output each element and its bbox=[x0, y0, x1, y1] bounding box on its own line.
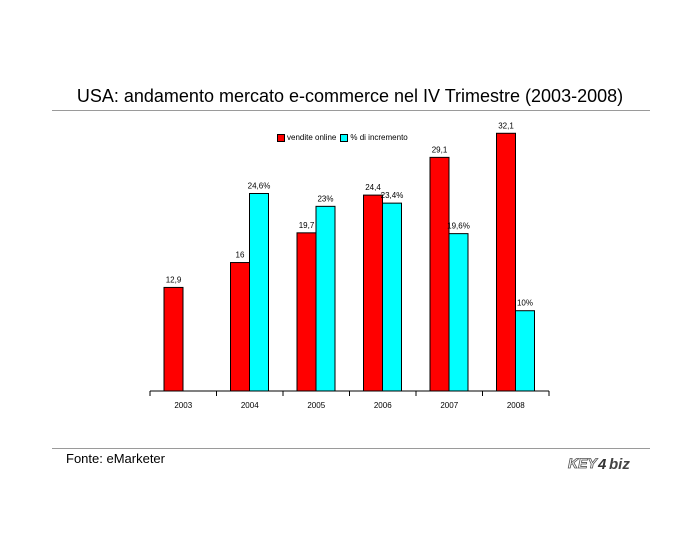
bar-vendite-2006 bbox=[363, 194, 383, 392]
data-label-vendite-2006: 24,4 bbox=[365, 183, 381, 192]
legend-item-incremento: % di incremento bbox=[340, 133, 408, 142]
key4biz-logo: KEY 4 biz bbox=[568, 455, 631, 473]
data-label-vendite-2008: 32,1 bbox=[498, 121, 514, 130]
x-tick-label-2005: 2005 bbox=[307, 401, 325, 410]
data-label-incremento-2005: 23% bbox=[317, 194, 333, 203]
legend-label-incremento: % di incremento bbox=[350, 133, 408, 142]
source-note: Fonte: eMarketer bbox=[66, 451, 165, 466]
bar-vendite-2003 bbox=[163, 286, 184, 392]
svg-text:biz: biz bbox=[609, 456, 630, 473]
title-divider bbox=[52, 110, 650, 111]
bar-vendite-2005 bbox=[296, 232, 317, 392]
bar-incremento-2007 bbox=[448, 233, 469, 392]
bar-incremento-2008 bbox=[515, 310, 535, 392]
data-label-vendite-2003: 12,9 bbox=[166, 275, 182, 284]
data-label-incremento-2007: 19,6% bbox=[447, 222, 470, 231]
bar-vendite-2004 bbox=[230, 262, 250, 392]
footer-divider bbox=[52, 448, 650, 449]
data-label-vendite-2005: 19,7 bbox=[299, 221, 315, 230]
data-label-incremento-2008: 10% bbox=[517, 299, 533, 308]
data-label-incremento-2004: 24,6% bbox=[248, 181, 271, 190]
bar-incremento-2004 bbox=[249, 192, 269, 392]
data-label-incremento-2006: 23,4% bbox=[381, 191, 404, 200]
chart-title: USA: andamento mercato e-commerce nel IV… bbox=[76, 86, 624, 106]
legend-swatch-incremento bbox=[340, 133, 349, 142]
data-label-vendite-2007: 29,1 bbox=[432, 145, 448, 154]
legend-item-vendite: vendite online bbox=[277, 133, 336, 142]
svg-text:4: 4 bbox=[597, 456, 607, 473]
x-tick-label-2004: 2004 bbox=[241, 401, 259, 410]
x-tick-label-2003: 2003 bbox=[174, 401, 192, 410]
x-tick-label-2007: 2007 bbox=[440, 401, 458, 410]
x-tick-label-2006: 2006 bbox=[374, 401, 392, 410]
legend-label-vendite: vendite online bbox=[287, 133, 337, 142]
legend-swatch-vendite bbox=[277, 133, 285, 142]
x-tick-label-2008: 2008 bbox=[507, 401, 525, 410]
bar-vendite-2008 bbox=[496, 132, 516, 392]
chart-legend: vendite online % di incremento bbox=[277, 133, 412, 142]
bar-incremento-2005 bbox=[315, 205, 336, 392]
bar-vendite-2007 bbox=[429, 156, 450, 392]
bar-incremento-2006 bbox=[382, 202, 402, 392]
data-label-vendite-2004: 16 bbox=[236, 251, 245, 260]
svg-text:KEY: KEY bbox=[568, 455, 598, 471]
